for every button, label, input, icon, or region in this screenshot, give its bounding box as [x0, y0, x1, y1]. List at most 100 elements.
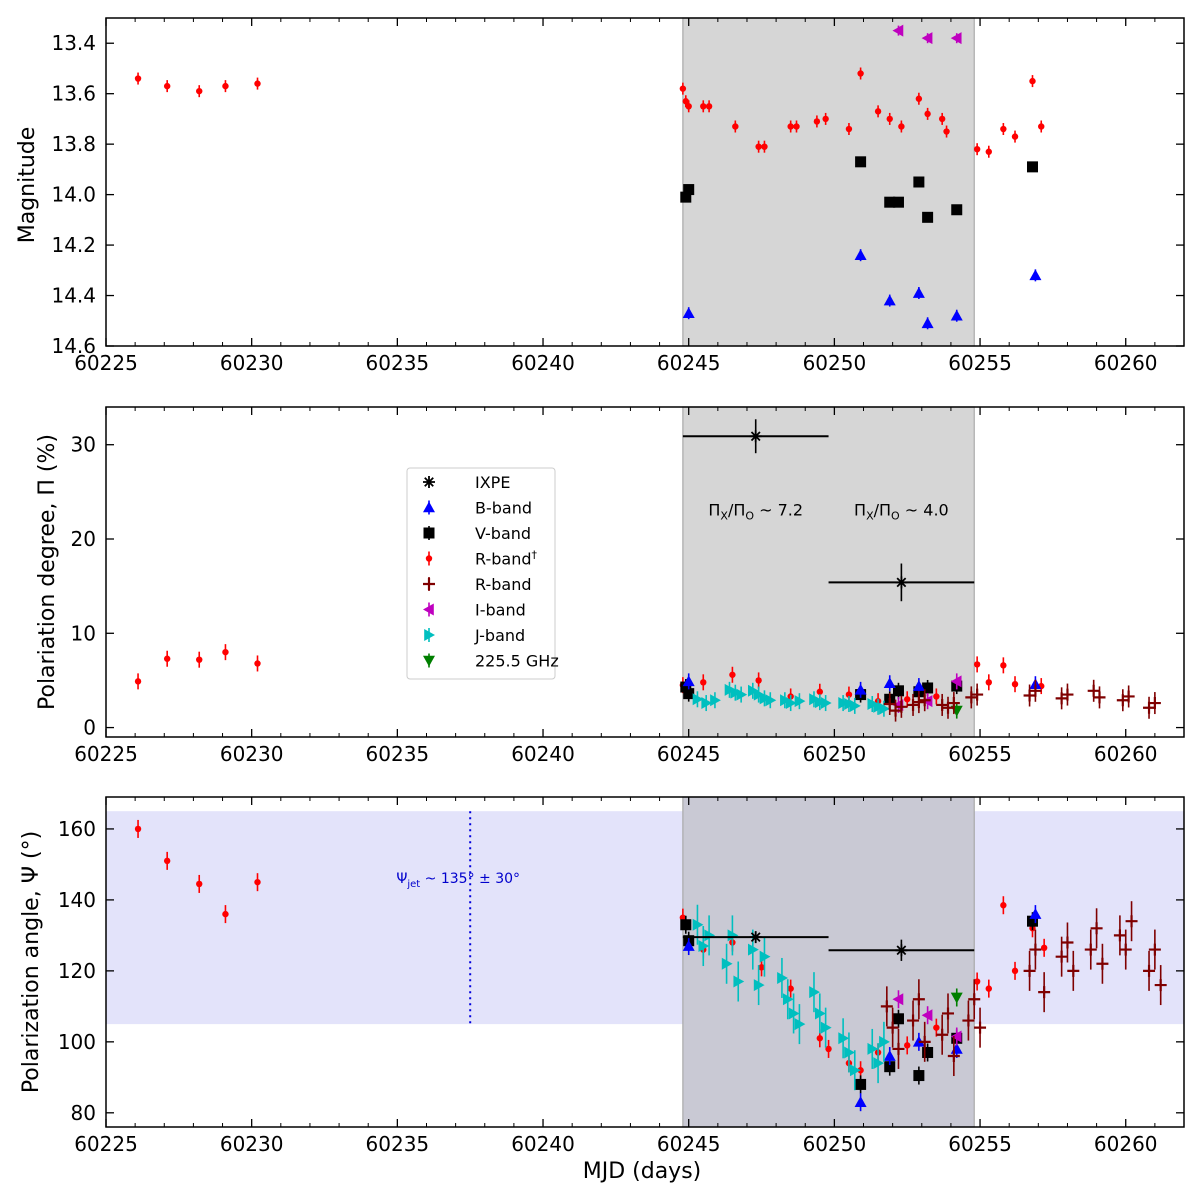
- legend-label: IXPE: [475, 473, 510, 492]
- data-point: [682, 307, 695, 318]
- data-point: [892, 685, 904, 697]
- data-point: [915, 95, 923, 102]
- data-point: [822, 115, 829, 123]
- data-point: [732, 123, 739, 130]
- data-point: [950, 1030, 962, 1043]
- legend-label: B-band: [475, 499, 532, 518]
- x-tick-label: 60235: [366, 1132, 430, 1156]
- data-point: [892, 993, 904, 1006]
- data-point: [1038, 986, 1051, 999]
- x-axis-label: MJD (days): [583, 1159, 702, 1184]
- data-point: [886, 115, 893, 123]
- data-point: [912, 696, 925, 709]
- x-tick-label: 60250: [803, 742, 867, 766]
- x-tick-label: 60245: [657, 1132, 721, 1156]
- data-point: [933, 693, 940, 700]
- series-j-band: [692, 681, 890, 717]
- x-tick-label: 60260: [1094, 351, 1158, 375]
- axes-frame: [105, 796, 1185, 1128]
- y-tick-label: 0: [83, 716, 96, 740]
- data-point: [965, 691, 978, 704]
- data-point: [857, 70, 864, 77]
- series-j-band: [692, 904, 890, 1091]
- data-point: [163, 655, 171, 662]
- legend: IXPE B-band V-band R-band† R-band I-band J-ban…: [406, 467, 559, 680]
- data-point: [1148, 943, 1161, 956]
- data-point: [950, 309, 963, 321]
- x-tick-label: 60255: [948, 742, 1012, 766]
- data-point: [820, 697, 832, 710]
- data-point: [1029, 943, 1042, 956]
- data-point: [867, 1042, 879, 1055]
- data-point: [904, 1042, 911, 1049]
- ixpe-point-0: [682, 931, 829, 944]
- data-point: [968, 993, 981, 1006]
- data-point: [196, 880, 203, 888]
- data-point: [884, 1061, 896, 1073]
- y-tick-label: 13.8: [51, 132, 96, 156]
- data-point: [254, 878, 261, 886]
- data-point: [845, 691, 853, 698]
- data-point: [809, 986, 820, 999]
- y-tick-label: 14.0: [51, 183, 96, 207]
- legend-label: J-band: [474, 626, 525, 645]
- y-tick-label: 140: [58, 888, 96, 912]
- data-point: [962, 1014, 975, 1027]
- data-point: [1000, 902, 1007, 909]
- legend-label: 225.5 GHz: [475, 652, 559, 671]
- data-point: [1084, 943, 1097, 956]
- data-point: [879, 702, 890, 715]
- y-tick-label: 14.2: [51, 233, 96, 257]
- data-point: [710, 694, 721, 707]
- data-point: [1125, 915, 1138, 928]
- jet-angle-band: [106, 811, 1184, 1025]
- data-point: [1029, 269, 1042, 281]
- ixpe-marker: [749, 931, 762, 944]
- data-point: [813, 118, 821, 125]
- series-r-band: [880, 901, 1167, 1077]
- data-point: [825, 1045, 832, 1053]
- data-point: [222, 648, 229, 656]
- series-225-5-ghz: [950, 988, 963, 1007]
- ixpe-window-shade: [682, 406, 975, 738]
- data-point: [163, 82, 171, 90]
- data-point: [883, 698, 896, 710]
- data-point: [753, 688, 765, 701]
- data-point: [1148, 697, 1161, 710]
- data-point: [1055, 950, 1068, 963]
- data-point: [973, 978, 981, 985]
- data-point: [1067, 964, 1080, 977]
- data-point: [845, 125, 853, 133]
- ixpe-point-0: [682, 419, 829, 454]
- data-point: [907, 698, 920, 711]
- y-tick-label: 10: [71, 621, 96, 645]
- data-point: [705, 103, 713, 110]
- data-point: [918, 1035, 931, 1048]
- data-point: [700, 103, 707, 110]
- ixpe-marker: [749, 430, 762, 443]
- data-point: [924, 110, 931, 118]
- data-point: [1029, 684, 1042, 697]
- x-tick-label: 60230: [220, 742, 284, 766]
- data-point: [873, 1057, 885, 1070]
- y-tick-label: 14.6: [51, 334, 96, 358]
- data-point: [788, 1007, 800, 1020]
- data-point: [820, 1021, 832, 1034]
- data-point: [753, 979, 765, 992]
- x-tick-label: 60250: [803, 351, 867, 375]
- data-point: [1093, 691, 1106, 704]
- data-point: [943, 128, 950, 135]
- data-point: [854, 249, 867, 260]
- x-tick-label: 60240: [511, 742, 575, 766]
- ixpe-marker: [895, 576, 908, 589]
- data-point: [844, 698, 855, 710]
- x-tick-label: 60225: [74, 742, 138, 766]
- x-tick-label: 60245: [657, 742, 721, 766]
- data-point: [733, 975, 745, 988]
- data-point: [1011, 967, 1019, 975]
- data-point: [787, 985, 794, 992]
- ratio-annotation: ΠX/ΠO ~ 4.0: [854, 500, 949, 522]
- data-point: [759, 950, 771, 963]
- data-point: [758, 964, 765, 971]
- data-point: [873, 700, 885, 713]
